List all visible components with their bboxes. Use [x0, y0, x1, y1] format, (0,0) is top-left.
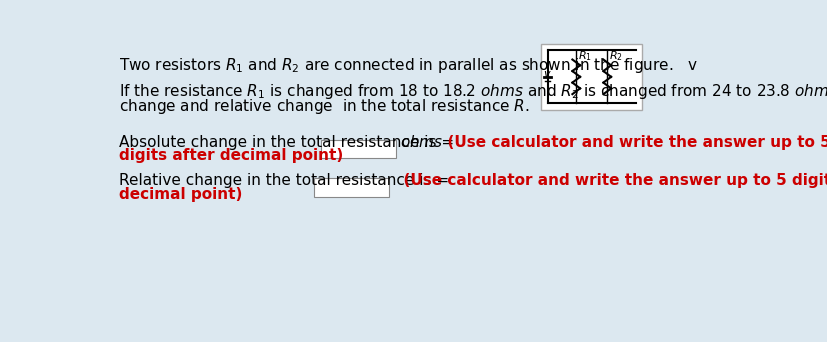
- Text: (Use calculator and write the answer up to 5 digits after: (Use calculator and write the answer up …: [392, 173, 827, 188]
- FancyBboxPatch shape: [313, 178, 388, 197]
- Text: Relative change in the total resistance is =: Relative change in the total resistance …: [119, 173, 448, 188]
- Text: Absolute change in the total resistance is =: Absolute change in the total resistance …: [119, 134, 453, 149]
- Text: change and relative change  in the total resistance $R$.: change and relative change in the total …: [119, 97, 529, 116]
- Text: Two resistors $R_1$ and $R_2$ are connected in parallel as shown in the figure. : Two resistors $R_1$ and $R_2$ are connec…: [119, 55, 697, 75]
- Text: decimal point): decimal point): [119, 187, 242, 202]
- Text: $R_2$: $R_2$: [608, 49, 622, 63]
- Text: If the resistance $R_1$ is changed from 18 to $\mathbf{\mathit{18.2\ ohms}}$ and: If the resistance $R_1$ is changed from …: [119, 82, 827, 102]
- Text: $R_1$: $R_1$: [577, 49, 591, 63]
- Text: v: v: [543, 69, 549, 79]
- Text: (Use calculator and write the answer up to 5: (Use calculator and write the answer up …: [436, 134, 827, 149]
- Text: digits after decimal point): digits after decimal point): [119, 148, 343, 163]
- FancyBboxPatch shape: [321, 140, 396, 158]
- FancyBboxPatch shape: [541, 44, 642, 109]
- Text: $ohms$: $ohms$: [399, 133, 443, 149]
